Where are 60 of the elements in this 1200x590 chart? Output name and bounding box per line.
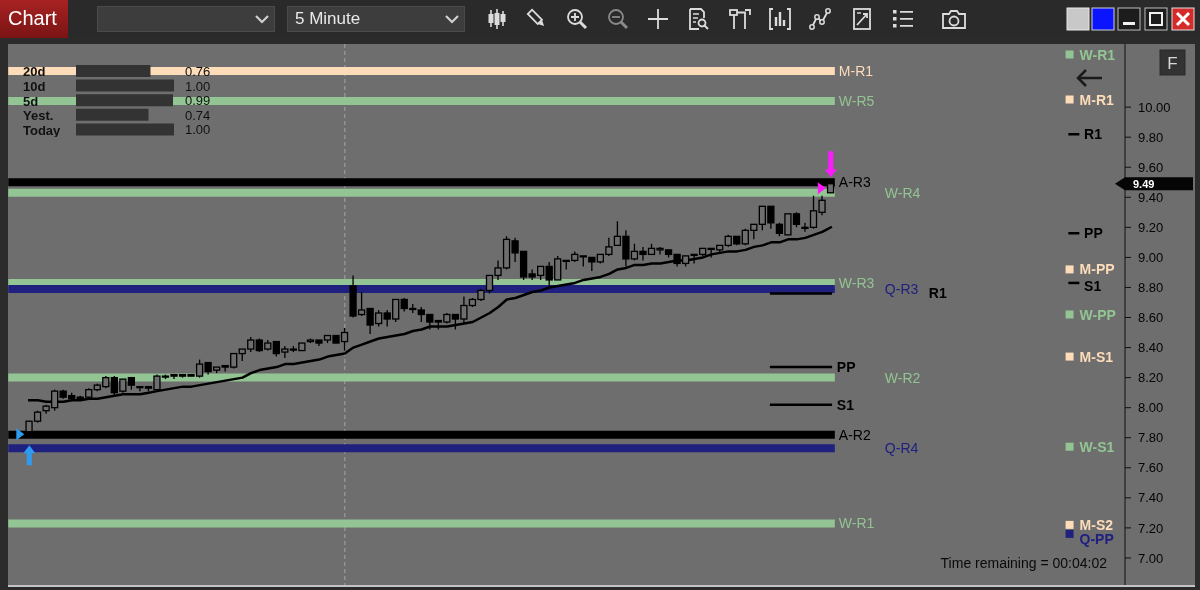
ref-line-label: W-R3 bbox=[838, 274, 875, 291]
data-label: 0.74 bbox=[185, 107, 211, 123]
y-tick-label: Today bbox=[23, 122, 62, 138]
annotation: Time remaining = 00:04:02 bbox=[940, 555, 1108, 571]
y-tick-label: 9.80 bbox=[1138, 129, 1164, 145]
series-label: W-PP bbox=[1079, 306, 1116, 323]
series-label: M-S2 bbox=[1079, 516, 1114, 533]
series-label: R1 bbox=[1084, 126, 1103, 143]
series-label: W-R1 bbox=[1079, 46, 1116, 63]
series-label: W-S1 bbox=[1079, 438, 1115, 455]
y-tick-label: 7.00 bbox=[1138, 550, 1164, 566]
ref-line-label: W-R4 bbox=[884, 184, 921, 201]
y-tick-label: 9.60 bbox=[1138, 159, 1164, 175]
text: R1 bbox=[928, 285, 947, 302]
ref-line-label: Q-R3 bbox=[884, 280, 919, 297]
y-tick-label: 5d bbox=[23, 93, 39, 108]
series-label: M-PP bbox=[1079, 261, 1115, 278]
data-label: 0.99 bbox=[185, 92, 211, 108]
y-tick-label: Yest. bbox=[23, 107, 54, 123]
y-tick-label: 20d bbox=[23, 63, 46, 79]
y-tick-label: 8.20 bbox=[1138, 370, 1164, 386]
series-label: M-R1 bbox=[1079, 91, 1115, 108]
series-label: S1 bbox=[836, 396, 855, 413]
ref-line-label: A-R2 bbox=[838, 426, 871, 443]
ref-line-label: M-R1 bbox=[838, 63, 874, 80]
y-tick-label: 7.20 bbox=[1138, 520, 1164, 536]
bar bbox=[76, 65, 151, 77]
text: 9.49 bbox=[1133, 177, 1155, 190]
ref-line-label: Q-R4 bbox=[884, 440, 919, 457]
bar bbox=[76, 108, 149, 121]
series-label: PP bbox=[836, 359, 856, 376]
data-label: 0.76 bbox=[185, 63, 211, 79]
bar bbox=[76, 94, 174, 107]
ref-line-label: W-R1 bbox=[838, 515, 875, 532]
y-tick-label: 8.00 bbox=[1138, 400, 1164, 416]
y-tick-label: 8.40 bbox=[1138, 340, 1164, 356]
ref-line-label: W-R2 bbox=[884, 369, 921, 386]
bar bbox=[76, 123, 174, 136]
y-tick-label: 8.80 bbox=[1138, 280, 1164, 296]
chart-title: Chart bbox=[8, 7, 57, 30]
series-label: S1 bbox=[1084, 277, 1102, 294]
bar bbox=[76, 79, 174, 92]
y-tick-label: 9.20 bbox=[1138, 219, 1164, 235]
series-label: M-S1 bbox=[1079, 348, 1114, 365]
y-tick-label: 9.00 bbox=[1138, 250, 1164, 266]
data-label: 1.00 bbox=[185, 78, 211, 94]
y-tick-label: 9.40 bbox=[1138, 189, 1164, 205]
series-label: PP bbox=[1084, 225, 1103, 242]
y-tick-label: 7.80 bbox=[1138, 430, 1164, 446]
ref-line-label: W-R5 bbox=[838, 93, 875, 110]
data-label: 1.00 bbox=[185, 121, 211, 137]
series-label: Q-PP bbox=[1079, 530, 1114, 547]
y-tick-label: 10d bbox=[23, 78, 46, 94]
y-tick-label: 8.60 bbox=[1138, 310, 1164, 326]
ref-line-label: A-R3 bbox=[838, 174, 871, 191]
y-tick-label: 7.40 bbox=[1138, 490, 1164, 506]
y-tick-label: 7.60 bbox=[1138, 460, 1164, 476]
chart-subtitle: 5 Minute bbox=[295, 9, 361, 29]
y-tick-label: 10.00 bbox=[1138, 99, 1171, 115]
text: F bbox=[1167, 53, 1178, 73]
